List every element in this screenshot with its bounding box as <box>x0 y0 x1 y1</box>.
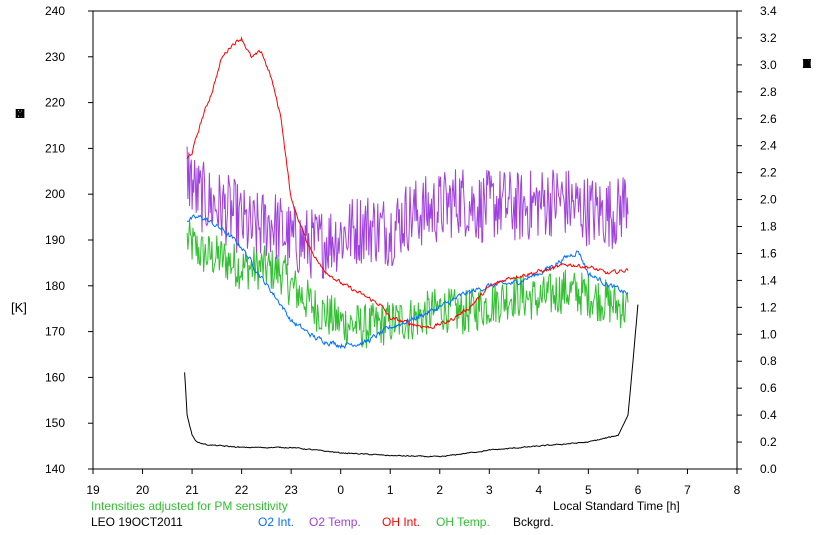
right-axis-label-letter: E <box>802 56 812 71</box>
right-axis-label-letter: T <box>803 56 811 71</box>
x-tick-label: 8 <box>734 483 741 497</box>
right-tick-label: 3.2 <box>760 31 777 45</box>
right-axis-label-letter: S <box>802 56 812 71</box>
right-tick-label: 0.2 <box>760 435 777 449</box>
x-tick-label: 5 <box>585 483 592 497</box>
right-tick-label: 1.2 <box>760 300 777 314</box>
right-axis-label-letter: I <box>805 56 809 71</box>
series-layer <box>184 36 639 458</box>
right-axis-label-letter: Y <box>802 56 812 71</box>
plot-frame <box>92 10 738 470</box>
left-axis-label-letter: R <box>15 106 25 121</box>
left-axis-unit: [K] <box>11 300 27 315</box>
left-axis-label-letter: E <box>15 106 25 121</box>
legend-o2-int: O2 Int. <box>258 515 295 529</box>
right-axis-label-letter: N <box>802 56 812 71</box>
right-tick-label: 1.6 <box>760 246 777 260</box>
legend-oh-temp: OH Temp. <box>436 515 490 529</box>
right-tick-label: 2.4 <box>760 139 777 153</box>
right-axis-label-letter: T <box>803 56 811 71</box>
left-tick-label: 210 <box>45 141 65 155</box>
sensitivity-note: Intensities adjusted for PM sensitivity <box>91 499 288 513</box>
right-axis-label-letter: I <box>805 56 809 71</box>
left-tick-label: 160 <box>45 370 65 384</box>
x-axis-ticks: 19 20 21 22 23 0 1 2 3 4 5 6 7 8 <box>86 469 741 497</box>
series-line-oh-int <box>186 36 629 330</box>
left-axis-label-letter: U <box>15 106 25 121</box>
right-tick-label: 1.8 <box>760 220 777 234</box>
left-tick-label: 240 <box>45 4 65 18</box>
right-axis-label-letter: R <box>802 56 812 71</box>
left-axis-label-letter: R <box>15 106 25 121</box>
legend-o2-temp: O2 Temp. <box>309 515 361 529</box>
right-tick-label: 2.2 <box>760 166 777 180</box>
right-tick-label: 3.4 <box>760 4 777 18</box>
x-axis-label: Local Standard Time [h] <box>553 499 680 513</box>
right-axis-label-letter: N <box>802 56 812 71</box>
left-tick-label: 180 <box>45 279 65 293</box>
right-axis-label-letter: I <box>805 56 809 71</box>
right-tick-label: 0.0 <box>760 462 777 476</box>
right-tick-label: 1.4 <box>760 273 777 287</box>
right-tick-label: 2.6 <box>760 112 777 126</box>
left-tick-label: 170 <box>45 325 65 339</box>
right-tick-label: 1.0 <box>760 327 777 341</box>
legend-oh-int: OH Int. <box>382 515 421 529</box>
right-axis-label-letter: E <box>802 56 812 71</box>
left-tick-label: 150 <box>45 416 65 430</box>
left-axis-label-letter: T <box>16 106 24 121</box>
left-tick-label: 190 <box>45 233 65 247</box>
station-date: LEO 19OCT2011 <box>91 515 183 529</box>
x-tick-label: 20 <box>136 483 150 497</box>
x-tick-label: 0 <box>337 483 344 497</box>
x-tick-label: 3 <box>486 483 493 497</box>
left-tick-label: 200 <box>45 187 65 201</box>
right-tick-label: 0.4 <box>760 408 777 422</box>
left-axis-ticks: 140 150 160 170 180 190 200 210 220 230 240 <box>45 4 93 476</box>
left-tick-label: 230 <box>45 50 65 64</box>
right-axis-label-letter: L <box>803 56 811 71</box>
x-tick-label: 23 <box>284 483 298 497</box>
left-axis-label-letter: E <box>15 106 25 121</box>
left-tick-label: 220 <box>45 96 65 110</box>
x-tick-label: 7 <box>684 483 691 497</box>
series-line-o2-temp <box>186 146 629 280</box>
right-tick-label: 3.0 <box>760 58 777 72</box>
x-tick-label: 22 <box>235 483 249 497</box>
left-axis-label-letter: E <box>15 106 25 121</box>
right-axis-label-letter: E <box>802 56 812 71</box>
left-axis-label-letter: M <box>14 106 26 121</box>
right-axis-label-letter: T <box>803 56 811 71</box>
x-tick-label: 6 <box>635 483 642 497</box>
right-axis-label-letter: A <box>802 56 812 71</box>
x-tick-label: 1 <box>387 483 394 497</box>
right-tick-label: 2.0 <box>760 193 777 207</box>
left-axis-label-letter: A <box>15 106 25 121</box>
x-tick-label: 19 <box>86 483 100 497</box>
left-axis-label-letter: P <box>15 106 25 121</box>
right-axis-ticks: 0.0 0.2 0.4 0.6 0.8 1.0 1.2 1.4 1.6 1.8 2.0 2.2 2.4 2… <box>737 4 777 476</box>
x-tick-label: 21 <box>185 483 199 497</box>
left-axis-label-letter: T <box>16 106 24 121</box>
x-tick-label: 4 <box>536 483 543 497</box>
series-line-bckgrd <box>184 304 639 458</box>
right-axis-label-letter: V <box>802 56 812 71</box>
legend-background: Bckgrd. <box>513 515 554 529</box>
x-tick-label: 2 <box>436 483 443 497</box>
right-tick-label: 0.6 <box>760 381 777 395</box>
right-tick-label: 0.8 <box>760 354 777 368</box>
left-tick-label: 140 <box>45 462 65 476</box>
right-tick-label: 2.8 <box>760 85 777 99</box>
